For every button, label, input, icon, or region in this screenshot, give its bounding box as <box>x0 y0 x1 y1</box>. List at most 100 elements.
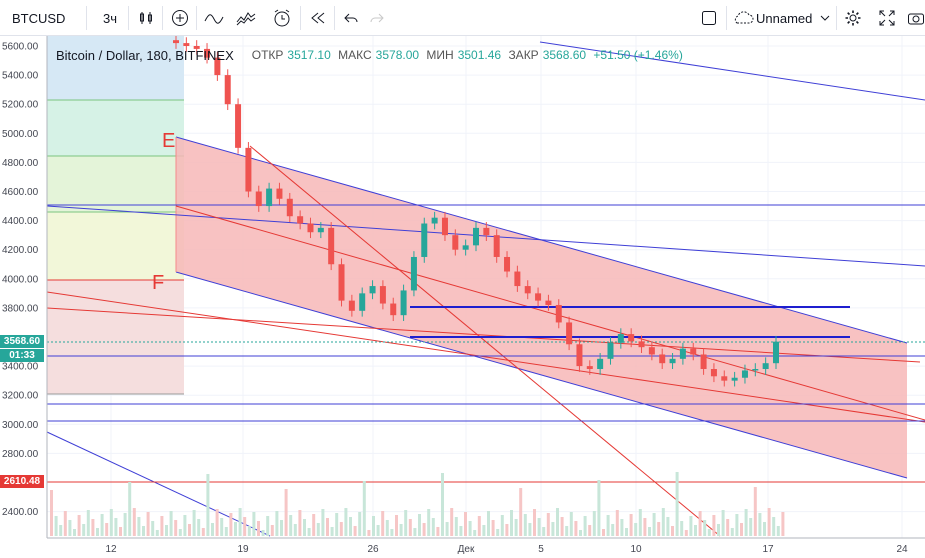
volume-bar <box>519 488 523 536</box>
gear-icon[interactable] <box>840 0 866 36</box>
volume-bar <box>758 513 762 536</box>
volume-bar <box>215 509 219 536</box>
price-tick-label: 3400.00 <box>2 362 39 373</box>
volume-bar <box>77 515 81 536</box>
volume-bar <box>707 529 711 536</box>
volume-bar <box>717 524 720 536</box>
volume-bar <box>712 515 716 536</box>
volume-bar <box>114 518 118 536</box>
volume-bar <box>376 525 380 536</box>
candle <box>555 299 562 329</box>
redo-icon[interactable] <box>364 0 390 36</box>
indicators-icon[interactable] <box>232 0 260 36</box>
volume-bar <box>284 489 288 536</box>
candle <box>504 251 511 278</box>
symbol-search[interactable]: BTCUSD <box>12 10 66 26</box>
volume-bar <box>399 524 403 536</box>
candle <box>462 239 469 256</box>
volume-bar <box>192 510 196 536</box>
volume-bar <box>592 511 596 536</box>
volume-bar <box>436 527 440 536</box>
volume-bar <box>730 528 734 536</box>
candle <box>431 211 438 230</box>
volume-bar <box>546 513 550 536</box>
time-axis[interactable]: 12 19 26 Дек 5 10 17 24 <box>105 544 908 555</box>
candle <box>297 210 304 230</box>
volume-bar <box>583 516 587 536</box>
volume-bar <box>234 522 237 536</box>
price-tick-label: 5200.00 <box>2 100 39 111</box>
wave-label-e: E <box>162 130 176 152</box>
checkbox-icon[interactable] <box>698 0 720 36</box>
price-chart[interactable]: 5600.00 5400.00 5200.00 5000.00 4800.00 4600.… <box>0 36 925 558</box>
volume-bar <box>763 522 766 536</box>
candle <box>586 360 593 375</box>
volume-bar <box>390 529 394 536</box>
replay-icon[interactable] <box>304 0 332 36</box>
volume-bar <box>648 527 651 536</box>
candle <box>379 280 386 310</box>
layout-name[interactable]: Unnamed <box>756 10 813 26</box>
volume-bar <box>459 526 463 536</box>
volume-bar <box>721 510 725 536</box>
candle <box>576 338 583 372</box>
candle <box>773 335 779 370</box>
add-indicator-icon[interactable] <box>166 0 194 36</box>
volume-bar <box>533 509 536 536</box>
volume-bar <box>293 524 297 536</box>
open-label: ОТКР <box>251 48 284 62</box>
candle <box>286 192 293 223</box>
candle <box>441 211 448 241</box>
candles-icon[interactable] <box>132 0 160 36</box>
chart-legend: Bitcoin / Dollar, 180, BITFINEX ОТКР 3517… <box>56 44 687 66</box>
volume-bar <box>537 518 541 536</box>
volume-bar <box>100 514 104 536</box>
volume-bar <box>602 529 605 536</box>
candle <box>659 348 666 370</box>
volume-bar <box>749 518 753 536</box>
volume-bar <box>491 520 495 536</box>
candle <box>452 229 459 256</box>
fib-retracement-zones <box>47 36 184 395</box>
volume-bar <box>408 519 412 536</box>
candle <box>400 284 407 321</box>
candle <box>648 341 655 361</box>
volume-bar <box>588 525 592 536</box>
price-axis[interactable]: 5600.00 5400.00 5200.00 5000.00 4800.00 4600.… <box>2 42 39 519</box>
volume-bar <box>666 517 670 536</box>
alert-icon[interactable] <box>268 0 296 36</box>
candle <box>607 337 614 365</box>
cloud-icon[interactable] <box>732 0 754 36</box>
volume-bar <box>54 516 58 536</box>
time-tick-label: 5 <box>538 544 544 555</box>
compare-icon[interactable] <box>200 0 228 36</box>
interval-selector[interactable]: 3ч <box>102 10 117 26</box>
chevron-down-icon[interactable] <box>818 0 832 36</box>
price-tick-label: 5600.00 <box>2 42 39 53</box>
volume-bar <box>450 508 454 536</box>
volume-bar <box>643 518 647 536</box>
candle <box>224 69 231 111</box>
volume-bar <box>316 523 320 536</box>
candle <box>410 251 417 297</box>
volume-bar <box>247 526 251 536</box>
fullscreen-icon[interactable] <box>874 0 900 36</box>
candle <box>421 217 428 263</box>
candle <box>535 287 542 307</box>
candle <box>514 265 521 292</box>
volume-bar <box>528 523 532 536</box>
candle <box>235 98 242 154</box>
volume-bar <box>367 530 371 536</box>
volume-bar <box>183 515 187 536</box>
volume-bar <box>441 473 444 536</box>
countdown-tag: 01:33 <box>0 349 44 362</box>
camera-icon[interactable] <box>906 0 925 36</box>
volume-bar <box>128 482 132 536</box>
candle <box>752 363 759 377</box>
volume-bar <box>781 512 785 536</box>
volume-bar <box>510 510 513 536</box>
undo-icon[interactable] <box>338 0 364 36</box>
volume-bar <box>201 528 205 536</box>
low-label: МИН <box>426 48 454 62</box>
candle <box>338 258 345 307</box>
